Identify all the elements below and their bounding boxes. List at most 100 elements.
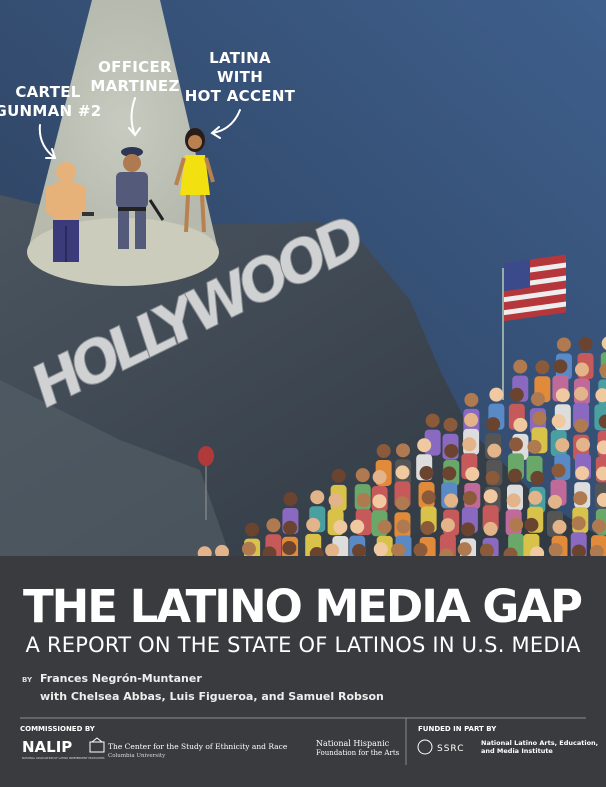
arrow	[210, 109, 241, 139]
byline-by: BY	[22, 676, 33, 684]
crowd-head	[355, 468, 370, 483]
label-line: CARTEL	[15, 83, 80, 101]
crowd-head	[571, 544, 586, 559]
label-line: WITH	[217, 68, 263, 86]
crowd-head	[395, 496, 410, 511]
crowd-head	[552, 519, 567, 534]
crowd-head	[464, 412, 479, 427]
crowd-head	[483, 521, 498, 536]
crowd-head	[417, 438, 432, 453]
crowd-head	[396, 519, 411, 534]
crowd-head	[486, 417, 501, 432]
crowd-head	[421, 490, 436, 505]
title-band	[0, 556, 606, 787]
crowd-head	[489, 387, 504, 402]
crowd-head	[420, 520, 435, 535]
nhfa-line1: National Hispanic	[316, 739, 390, 748]
crowd-head	[571, 516, 586, 531]
crowd-head	[573, 491, 588, 506]
crowd-head	[333, 519, 348, 534]
crowd-head	[245, 522, 260, 537]
crowd-head	[283, 520, 298, 535]
crowd-head	[282, 541, 297, 556]
officer	[116, 147, 165, 249]
hill-slope	[0, 380, 230, 556]
crowd-head	[506, 493, 521, 508]
ssrc: SSRC	[437, 744, 465, 754]
crowd-head	[530, 392, 545, 407]
label-line: OFFICER	[98, 58, 172, 76]
nlaemi-line2: and Media Institute	[481, 747, 553, 755]
crowd-head	[589, 544, 604, 559]
title: THE LATINO MEDIA GAP	[23, 580, 583, 633]
crowd-head	[578, 337, 593, 352]
crowd-head	[551, 463, 566, 478]
crowd-head	[598, 414, 606, 429]
label-line: HOT ACCENT	[185, 87, 296, 105]
crowd-head	[395, 465, 410, 480]
crowd-head	[513, 417, 528, 432]
crowd-head	[479, 543, 494, 558]
crowd-head	[507, 468, 522, 483]
crowd-head	[596, 440, 606, 455]
crowd-head	[532, 411, 547, 426]
crowd-head	[551, 414, 566, 429]
crowd-head	[574, 418, 589, 433]
arrow	[128, 97, 141, 137]
crowd-head	[464, 392, 479, 407]
crowd-head	[574, 386, 589, 401]
crowd-head	[465, 466, 480, 481]
labels: CARTEL GUNMAN #2 OFFICER MARTINEZ LATINA…	[0, 49, 296, 159]
crowd-head	[524, 517, 539, 532]
coauthors: with Chelsea Abbas, Luis Figueroa, and S…	[40, 690, 384, 703]
columbia-university: Columbia University	[108, 753, 166, 759]
crowd-head	[425, 413, 440, 428]
crowd-head	[555, 438, 570, 453]
label-line: MARTINEZ	[90, 77, 179, 95]
crowd-head	[376, 443, 391, 458]
columbia-center: The Center for the Study of Ethnicity an…	[108, 742, 288, 751]
crowd-head	[462, 491, 477, 506]
crowd-head	[591, 519, 606, 534]
crowd-head	[509, 517, 524, 532]
balloon	[198, 446, 214, 466]
crowd-head	[442, 466, 457, 481]
crowd-head	[555, 388, 570, 403]
crowd-head	[528, 490, 543, 505]
arrow	[38, 124, 57, 159]
crowd-head	[553, 359, 568, 374]
crowd-head	[601, 336, 606, 350]
crowd-head	[485, 470, 500, 485]
crowd-head	[325, 543, 340, 558]
crowd-head	[487, 443, 502, 458]
crowd-head	[457, 542, 472, 557]
author: Frances Negrón-Muntaner	[40, 672, 202, 685]
nalip-logo: NALIP	[22, 738, 72, 756]
crowd-head	[372, 470, 387, 485]
crowd-head	[530, 470, 545, 485]
crowd-head	[527, 439, 542, 454]
crowd-head	[391, 542, 406, 557]
crowd-head	[241, 541, 256, 556]
crowd-head	[215, 544, 230, 559]
crowd-head	[372, 494, 387, 509]
crowd-head	[575, 466, 590, 481]
crowd-head	[373, 542, 388, 557]
crowd-head	[508, 437, 523, 452]
crowd-head	[356, 493, 371, 508]
crowd-head	[413, 543, 428, 558]
latina	[174, 128, 215, 233]
nalip-full: NATIONAL ASSOCIATION OF LATINO INDEPENDE…	[22, 756, 105, 760]
crowd-head	[350, 519, 365, 534]
crowd-head	[595, 388, 606, 403]
crowd-head	[461, 522, 476, 537]
crowd-head	[328, 493, 343, 508]
gunman	[46, 162, 94, 262]
crowd-head	[443, 417, 458, 432]
crowd-head	[462, 437, 477, 452]
crowd-head	[377, 519, 392, 534]
crowd-head	[444, 493, 459, 508]
crowd-head	[548, 494, 563, 509]
label-line: LATINA	[209, 49, 271, 67]
